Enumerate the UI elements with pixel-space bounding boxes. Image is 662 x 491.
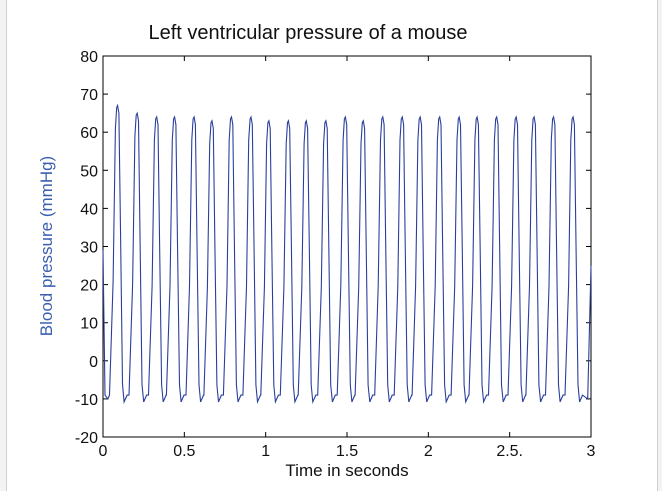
y-axis-label: Blood pressure (mmHg)	[37, 156, 56, 336]
y-tick-label: 20	[80, 278, 98, 295]
y-tick-label: 0	[89, 354, 98, 371]
y-tick-label: 50	[80, 163, 98, 180]
x-tick-label: 1	[261, 443, 270, 460]
y-tick-label: 40	[80, 201, 98, 218]
x-tick-label: 2.5.	[496, 443, 523, 460]
x-tick-label: 1.5	[336, 443, 358, 460]
x-tick-label: 0.5	[173, 443, 195, 460]
y-tick-label: 80	[80, 49, 98, 66]
y-tick-label: 70	[80, 87, 98, 104]
chart-title: Left ventricular pressure of a mouse	[148, 22, 467, 44]
y-tick-label: 60	[80, 125, 98, 142]
x-tick-label: 2	[424, 443, 433, 460]
y-tick-label: 30	[80, 240, 98, 257]
series-line-pressure	[102, 103, 592, 405]
axis-ticks: 0 0.5 1 1.5 2 2.5. 3 -20 -10 0 10 20 30 40 50 60 70 80	[75, 49, 596, 460]
y-tick-label: -20	[75, 430, 98, 447]
plot-area	[102, 55, 592, 438]
y-tick-label: -10	[75, 392, 98, 409]
y-tick-label: 10	[80, 316, 98, 333]
x-axis-label: Time in seconds	[285, 461, 408, 480]
x-tick-label: 3	[587, 443, 596, 460]
x-tick-label: 0	[99, 443, 108, 460]
